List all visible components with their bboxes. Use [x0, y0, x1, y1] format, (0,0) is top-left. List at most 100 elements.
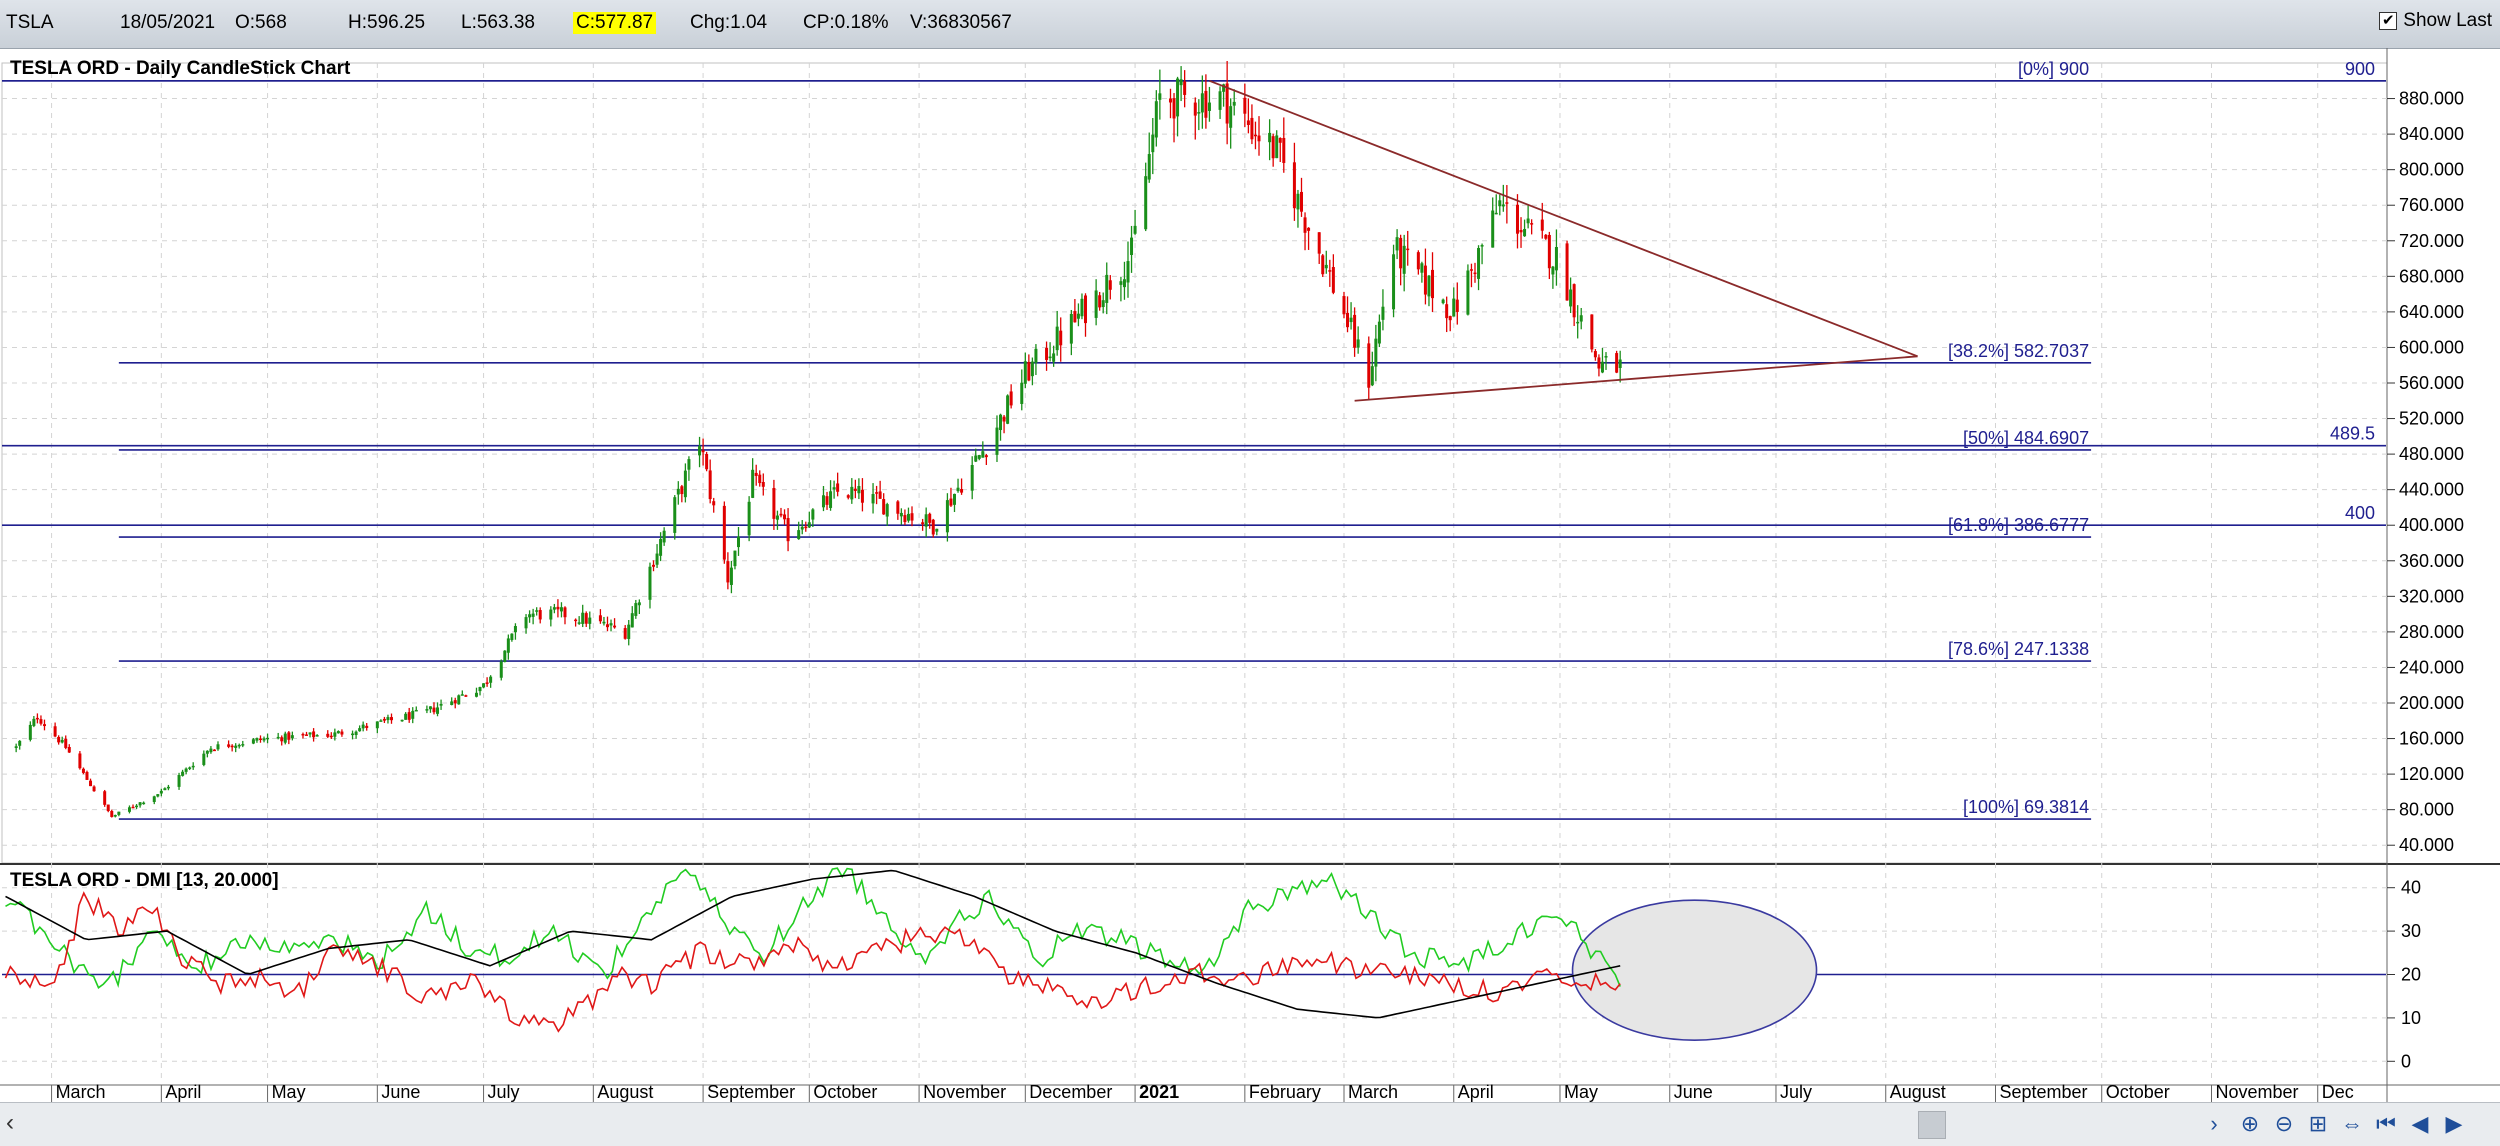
- candle-body: [945, 500, 949, 533]
- candle-body: [191, 765, 195, 768]
- candle-body: [1597, 357, 1601, 369]
- horizontal-scrollbar[interactable]: ‹ › ⊕ ⊖ ⊞ ⇔ ⏮ ◀ ▶: [0, 1102, 2500, 1146]
- candle-body: [811, 509, 815, 520]
- candle-body: [436, 707, 440, 714]
- candle-body: [241, 744, 245, 746]
- candle-body: [935, 528, 939, 532]
- candle-body: [305, 734, 309, 736]
- candle-body: [474, 692, 478, 697]
- candle-body: [400, 719, 404, 722]
- price-tick-label: 280.000: [2399, 622, 2464, 642]
- candle-body: [1268, 132, 1272, 143]
- candle-body: [464, 695, 468, 697]
- candle-body: [1204, 90, 1208, 118]
- candle-body: [1133, 225, 1137, 234]
- candle-body: [336, 731, 340, 734]
- candle-body: [524, 617, 528, 629]
- candle-body: [659, 538, 663, 556]
- candle-body: [1073, 311, 1077, 323]
- candle-body: [1030, 361, 1034, 377]
- candle-body: [255, 738, 259, 741]
- candle-body: [846, 495, 850, 498]
- candle-body: [280, 737, 284, 742]
- candle-body: [1197, 112, 1201, 114]
- price-tick-label: 680.000: [2399, 266, 2464, 286]
- candle-body: [623, 628, 627, 639]
- scroll-right-icon[interactable]: ›: [2210, 1111, 2218, 1136]
- fib-level-label: [78.6%] 247.1338: [1948, 639, 2089, 659]
- candle-body: [598, 615, 602, 622]
- candle-body: [1020, 382, 1024, 404]
- candle-body: [258, 738, 262, 741]
- candle-body: [1416, 252, 1420, 270]
- candle-body: [1002, 416, 1006, 422]
- candle-body: [832, 487, 836, 490]
- price-tick-label: 440.000: [2399, 480, 2464, 500]
- candle-body: [1009, 391, 1013, 406]
- candle-body: [652, 564, 656, 567]
- fib-level-label: [38.2%] 582.7037: [1948, 341, 2089, 361]
- zoom-out-icon[interactable]: ⊖: [2274, 1111, 2294, 1136]
- scroll-thumb[interactable]: [1918, 1111, 1946, 1139]
- candle-body: [609, 623, 613, 626]
- candle-body: [414, 709, 418, 712]
- chart-canvas[interactable]: [0%] 900[38.2%] 582.7037[50%] 484.6907[6…: [0, 48, 2500, 1102]
- candle-body: [1604, 356, 1608, 358]
- candle-body: [683, 470, 687, 498]
- low-label: L:563.38: [461, 12, 535, 33]
- candle-body: [404, 713, 408, 720]
- time-tick-label: Dec: [2322, 1082, 2354, 1102]
- show-last-checkbox-icon[interactable]: ✔: [2379, 12, 2398, 30]
- fit-icon[interactable]: ⇔: [2341, 1111, 2363, 1136]
- change-label: Chg:1.04: [690, 12, 768, 33]
- candle-body: [1179, 79, 1183, 86]
- candle-body: [1253, 134, 1257, 137]
- first-bar-icon[interactable]: ⏮: [2376, 1111, 2396, 1136]
- candle-body: [1084, 295, 1088, 324]
- candle-body: [411, 710, 415, 719]
- candle-body: [705, 453, 709, 470]
- candle-body: [1222, 84, 1226, 92]
- scroll-left-icon[interactable]: ‹: [6, 1109, 14, 1136]
- dmi-tick-label: 40: [2401, 878, 2421, 898]
- candle-body: [39, 719, 43, 724]
- candle-body: [1540, 219, 1544, 231]
- candle-body: [1168, 98, 1172, 103]
- candle-body: [230, 745, 234, 748]
- adx-line: [5, 869, 1621, 1019]
- candle-body: [1579, 315, 1583, 322]
- candle-body: [1431, 269, 1435, 299]
- high-label: H:596.25: [348, 12, 426, 33]
- price-tick-label: 80.000: [2399, 800, 2454, 820]
- candle-body: [1126, 261, 1130, 283]
- candle-body: [1427, 275, 1431, 297]
- candle-body: [662, 530, 666, 543]
- candle-body: [949, 498, 953, 506]
- candle-body: [460, 694, 464, 696]
- candle-body: [262, 738, 266, 741]
- time-tick-label: 2021: [1139, 1082, 1179, 1102]
- zoom-in-icon[interactable]: ⊕: [2240, 1111, 2260, 1136]
- candle-body: [290, 735, 294, 739]
- candle-body: [1406, 248, 1410, 251]
- show-last-toggle[interactable]: ✔ Show Last: [2379, 10, 2492, 32]
- candle-body: [535, 610, 539, 612]
- candle-body: [375, 721, 379, 729]
- candle-body: [365, 725, 369, 728]
- price-tick-label: 400.000: [2399, 515, 2464, 535]
- candle-body: [386, 717, 390, 721]
- candle-body: [584, 613, 588, 624]
- candle-body: [428, 706, 432, 710]
- candle-body: [1130, 237, 1134, 255]
- candle-body: [1299, 191, 1303, 212]
- zoom-reset-icon[interactable]: ⊞: [2308, 1111, 2328, 1136]
- candle-body: [736, 536, 740, 548]
- candle-body: [1420, 263, 1424, 273]
- dmi-title: TESLA ORD - DMI [13, 20.000]: [10, 870, 279, 891]
- candle-body: [234, 745, 238, 748]
- price-tick-label: 520.000: [2399, 409, 2464, 429]
- prev-bar-icon[interactable]: ◀: [2411, 1111, 2429, 1136]
- candle-body: [1098, 295, 1102, 308]
- next-bar-icon[interactable]: ▶: [2445, 1111, 2463, 1136]
- candle-body: [67, 746, 71, 753]
